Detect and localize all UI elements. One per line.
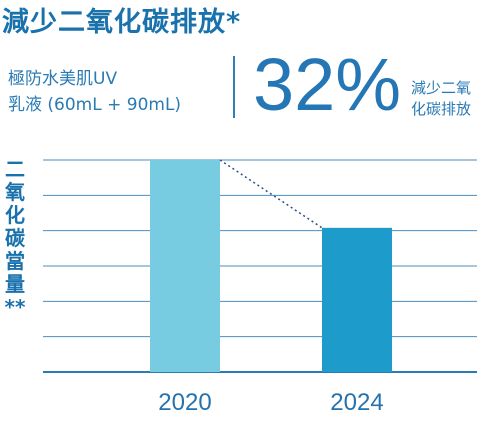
- x-tick-label-2020: 2020: [158, 389, 211, 416]
- reduction-connector-line: [219, 159, 323, 229]
- product-name-line2: 乳液 (60mL + 90mL): [8, 95, 182, 115]
- x-tick-label-2024: 2024: [330, 389, 383, 416]
- reduction-note: 減少二氧 化碳排放: [411, 78, 471, 120]
- bar-2020: [150, 160, 220, 372]
- reduction-note-line2: 化碳排放: [411, 100, 472, 118]
- y-axis-label: 二氧化碳當量**: [4, 157, 26, 319]
- header-divider: [233, 56, 235, 118]
- product-name-line1: 極防水美肌UV: [8, 69, 118, 89]
- bar-2024: [322, 227, 392, 372]
- product-name: 極防水美肌UV 乳液 (60mL + 90mL): [8, 66, 181, 118]
- reduction-percent: 32%: [253, 43, 402, 126]
- chart-title: 減少二氧化碳排放*: [2, 7, 242, 38]
- reduction-note-line1: 減少二氧: [411, 79, 472, 97]
